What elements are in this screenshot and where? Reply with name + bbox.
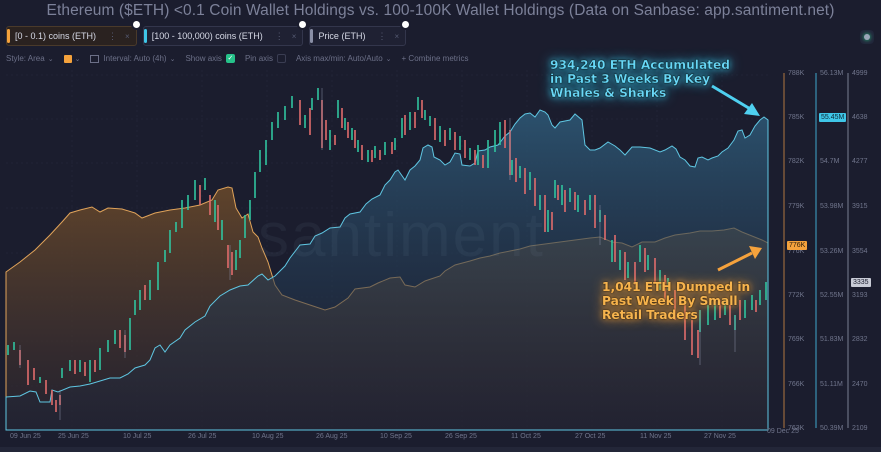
- pin-axis-toggle[interactable]: Pin axis: [244, 54, 286, 64]
- x-tick-label: 11 Oct 25: [511, 433, 541, 440]
- metric-label: Price (ETH): [318, 31, 366, 41]
- tick-label: 51.11M: [820, 381, 843, 388]
- x-tick-label: 26 Jul 25: [188, 433, 217, 440]
- tick-label: 2832: [852, 336, 868, 343]
- interval-dropdown[interactable]: Interval: Auto (4h) ⌄: [90, 54, 175, 63]
- whales-arrow-icon: [711, 84, 760, 116]
- tick-label: 53.98M: [820, 203, 844, 210]
- tick-label: 3193: [852, 292, 868, 299]
- tick-label: 4638: [852, 114, 868, 121]
- tick-label: 763K: [788, 425, 805, 432]
- combine-metrics-button[interactable]: + Combine metrics: [401, 54, 469, 64]
- metric-menu-icon[interactable]: ⋮: [274, 30, 284, 41]
- tick-label: 766K: [788, 381, 805, 388]
- live-status-icon[interactable]: [860, 30, 874, 44]
- visibility-toggle-icon[interactable]: [400, 19, 412, 30]
- metrics-bar: [0 - 0.1) coins (ETH) ⋮ × [100 - 100,000…: [6, 19, 412, 48]
- axis-maxmin-label: Axis max/min: Auto/Auto: [295, 54, 383, 64]
- price-candles: [7, 88, 767, 420]
- metric-label: [0 - 0.1) coins (ETH): [15, 31, 97, 41]
- metric-color-bar: [143, 29, 147, 43]
- x-tick-label: 26 Aug 25: [316, 433, 348, 440]
- tick-label: 50.39M: [820, 425, 844, 432]
- chevron-down-icon: ⌄: [385, 56, 392, 64]
- pin-axis-label: Pin axis: [244, 54, 273, 63]
- tick-label: 3554: [852, 248, 868, 255]
- show-axis-toggle[interactable]: Show axis ✓: [185, 54, 235, 64]
- tick-label: 782K: [788, 158, 805, 165]
- x-tick-label: 10 Jul 25: [123, 433, 152, 440]
- style-label: Style: Area: [6, 54, 45, 64]
- chevron-down-icon: ⌄: [74, 56, 81, 64]
- retail-annotation: 1,041 ETH Dumped in Past Week By Small R…: [602, 280, 750, 322]
- x-tick-label: 27 Oct 25: [575, 433, 606, 440]
- current-value-badge-small-wallets: 776K: [787, 241, 808, 250]
- tick-label: 4999: [852, 70, 868, 77]
- tick-label: 3915: [852, 203, 868, 210]
- chart-scrollbar[interactable]: [0, 447, 881, 452]
- style-dropdown[interactable]: Style: Area ⌄: [6, 54, 54, 63]
- tick-label: 779K: [788, 203, 805, 210]
- tick-label: 776K: [788, 248, 805, 255]
- x-tick-label: 27 Nov 25: [704, 433, 736, 440]
- tick-label: 788K: [788, 70, 805, 77]
- x-tick-label: 10 Sep 25: [380, 433, 412, 440]
- x-tick-label: 10 Aug 25: [252, 433, 284, 440]
- x-tick-label: 09 Jun 25: [10, 433, 41, 440]
- tick-label: 51.83M: [820, 336, 844, 343]
- tick-label: 54.7M: [820, 158, 840, 165]
- tick-label: 772K: [788, 292, 805, 299]
- tick-label: 52.55M: [820, 292, 844, 299]
- x-tick-label: 11 Nov 25: [640, 433, 672, 440]
- metric-menu-icon[interactable]: ⋮: [377, 30, 387, 41]
- calendar-icon: [90, 55, 100, 64]
- annotation-line: Whales & Sharks: [550, 86, 667, 100]
- current-value-badge-large-wallets: 55.45M: [819, 113, 847, 122]
- close-icon[interactable]: ×: [125, 31, 130, 41]
- x-tick-label: 09 Dec 25: [767, 428, 799, 435]
- color-swatch: [63, 55, 72, 64]
- annotation-line: 1,041 ETH Dumped in: [602, 280, 751, 294]
- checkbox-unchecked-icon[interactable]: [276, 54, 286, 64]
- whales-annotation: 934,240 ETH Accumulated in Past 3 Weeks …: [550, 58, 730, 100]
- annotation-line: in Past 3 Weeks By Key: [550, 72, 711, 86]
- show-axis-label: Show axis: [185, 54, 222, 63]
- interval-label: Interval: Auto (4h): [103, 54, 167, 64]
- chart-title: Ethereum ($ETH) <0.1 Coin Wallet Holding…: [46, 2, 835, 19]
- close-icon[interactable]: ×: [291, 31, 297, 41]
- annotation-line: 934,240 ETH Accumulated: [550, 58, 730, 72]
- santiment-watermark: santiment: [258, 201, 545, 270]
- metric-pill-price[interactable]: Price (ETH) ⋮ ×: [309, 19, 412, 46]
- metric-options-bar: Style: Area ⌄ ⌄ Interval: Auto (4h) ⌄ Show…: [6, 54, 469, 64]
- current-value-badge-price: 3335: [851, 278, 871, 287]
- tick-label: 2109: [852, 425, 868, 432]
- tick-label: 53.26M: [820, 248, 844, 255]
- annotation-line: Past Week By Small: [602, 294, 738, 308]
- color-picker[interactable]: ⌄: [63, 54, 81, 64]
- tick-label: 56.13M: [820, 70, 844, 77]
- metric-label: [100 - 100,000) coins (ETH): [151, 31, 263, 41]
- metric-pill-small-wallets[interactable]: [0 - 0.1) coins (ETH) ⋮ ×: [6, 19, 142, 46]
- x-tick-label: 26 Sep 25: [445, 433, 477, 440]
- tick-label: 769K: [788, 336, 805, 343]
- axis-maxmin-dropdown[interactable]: Axis max/min: Auto/Auto ⌄: [296, 54, 392, 63]
- chevron-down-icon: ⌄: [169, 56, 176, 64]
- metric-pill-large-wallets[interactable]: [100 - 100,000) coins (ETH) ⋮ ×: [142, 19, 309, 46]
- metric-color-bar: [310, 29, 314, 43]
- close-icon[interactable]: ×: [394, 31, 400, 41]
- tick-label: 2470: [852, 381, 868, 388]
- checkbox-checked-icon[interactable]: ✓: [225, 54, 235, 64]
- annotation-line: Retail Traders: [602, 308, 698, 322]
- chevron-down-icon: ⌄: [47, 56, 54, 64]
- visibility-toggle-icon[interactable]: [130, 19, 142, 30]
- visibility-toggle-icon[interactable]: [297, 19, 309, 30]
- tick-label: 4277: [852, 158, 868, 165]
- retail-arrow-icon: [717, 246, 762, 272]
- x-tick-label: 25 Jun 25: [58, 433, 89, 440]
- tick-label: 785K: [788, 114, 805, 121]
- large-wallets-area: [5, 109, 769, 431]
- metric-menu-icon[interactable]: ⋮: [108, 30, 118, 41]
- metric-color-bar: [7, 29, 10, 43]
